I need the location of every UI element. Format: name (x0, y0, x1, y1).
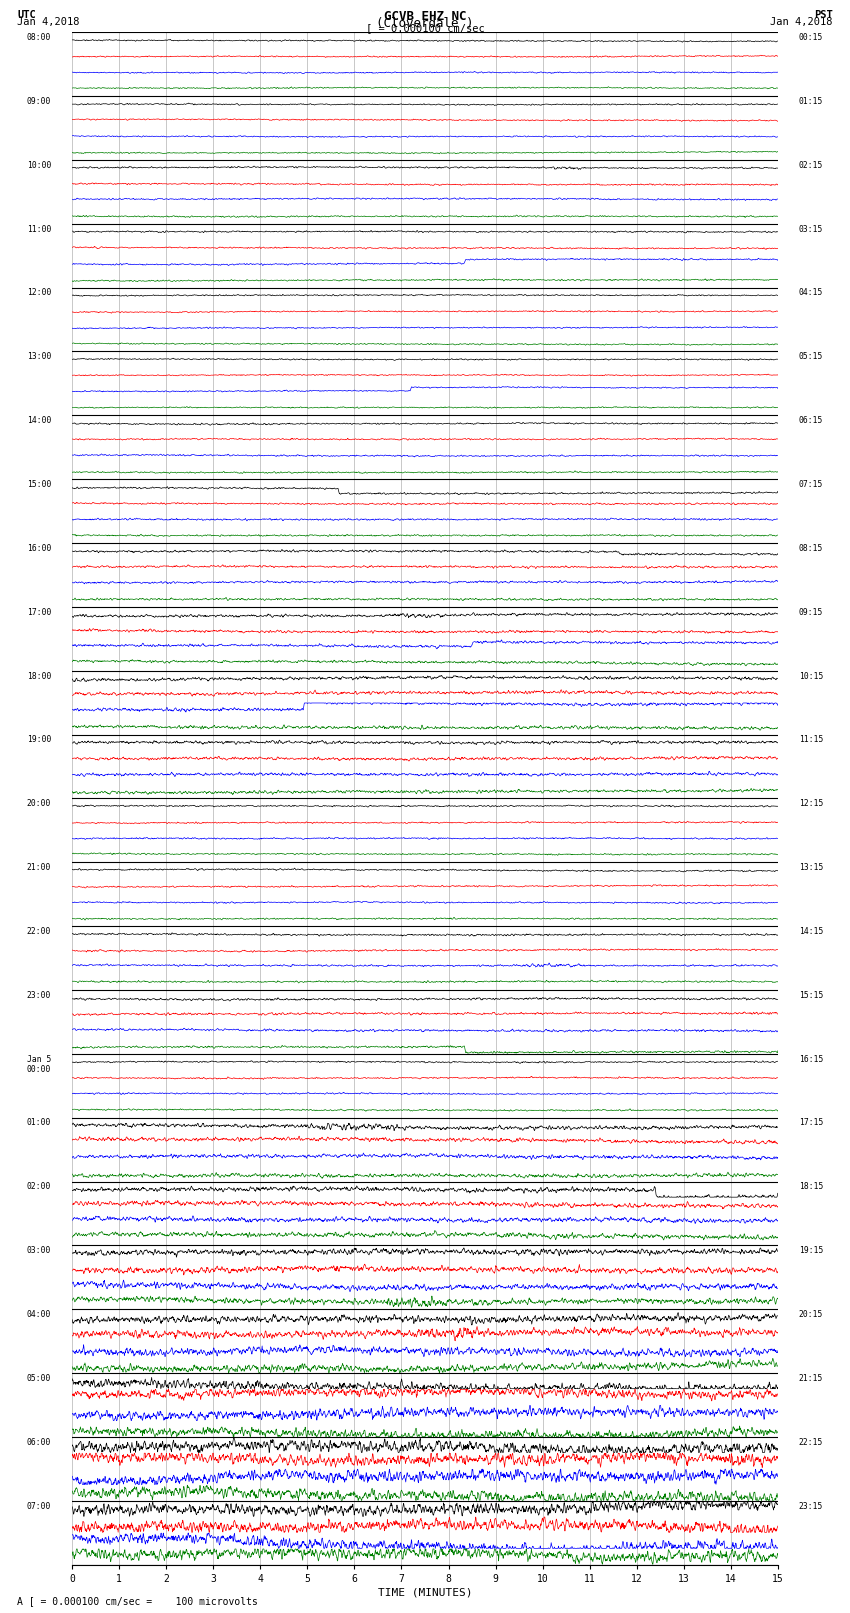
Text: 06:15: 06:15 (799, 416, 824, 426)
Text: 20:15: 20:15 (799, 1310, 824, 1319)
Text: 00:15: 00:15 (799, 32, 824, 42)
Text: 16:15: 16:15 (799, 1055, 824, 1063)
Text: GCVB EHZ NC: GCVB EHZ NC (383, 11, 467, 24)
Text: 21:15: 21:15 (799, 1374, 824, 1382)
Text: 07:00: 07:00 (26, 1502, 51, 1510)
Text: 22:00: 22:00 (26, 927, 51, 936)
Text: 05:15: 05:15 (799, 352, 824, 361)
Text: 06:00: 06:00 (26, 1437, 51, 1447)
Text: (Cloverdale ): (Cloverdale ) (377, 18, 473, 31)
Text: UTC: UTC (17, 11, 36, 21)
Text: 19:15: 19:15 (799, 1247, 824, 1255)
Text: 08:00: 08:00 (26, 32, 51, 42)
Text: 17:15: 17:15 (799, 1118, 824, 1127)
Text: 03:00: 03:00 (26, 1247, 51, 1255)
Text: 21:00: 21:00 (26, 863, 51, 873)
Text: 11:00: 11:00 (26, 224, 51, 234)
Text: 13:00: 13:00 (26, 352, 51, 361)
Text: 17:00: 17:00 (26, 608, 51, 616)
Text: 05:00: 05:00 (26, 1374, 51, 1382)
Text: 23:00: 23:00 (26, 990, 51, 1000)
Text: 16:00: 16:00 (26, 544, 51, 553)
Text: 02:00: 02:00 (26, 1182, 51, 1192)
Text: 15:15: 15:15 (799, 990, 824, 1000)
Text: 14:00: 14:00 (26, 416, 51, 426)
X-axis label: TIME (MINUTES): TIME (MINUTES) (377, 1587, 473, 1598)
Text: [ = 0.000100 cm/sec: [ = 0.000100 cm/sec (366, 23, 484, 32)
Text: 08:15: 08:15 (799, 544, 824, 553)
Text: 04:15: 04:15 (799, 289, 824, 297)
Text: Jan 5
00:00: Jan 5 00:00 (26, 1055, 51, 1074)
Text: Jan 4,2018: Jan 4,2018 (17, 18, 80, 27)
Text: PST: PST (814, 11, 833, 21)
Text: 01:00: 01:00 (26, 1118, 51, 1127)
Text: 14:15: 14:15 (799, 927, 824, 936)
Text: A [ = 0.000100 cm/sec =    100 microvolts: A [ = 0.000100 cm/sec = 100 microvolts (17, 1597, 258, 1607)
Text: 03:15: 03:15 (799, 224, 824, 234)
Text: 10:15: 10:15 (799, 671, 824, 681)
Text: 09:00: 09:00 (26, 97, 51, 106)
Text: 18:00: 18:00 (26, 671, 51, 681)
Text: 12:00: 12:00 (26, 289, 51, 297)
Text: 01:15: 01:15 (799, 97, 824, 106)
Text: Jan 4,2018: Jan 4,2018 (770, 18, 833, 27)
Text: 04:00: 04:00 (26, 1310, 51, 1319)
Text: 07:15: 07:15 (799, 481, 824, 489)
Text: 23:15: 23:15 (799, 1502, 824, 1510)
Text: 09:15: 09:15 (799, 608, 824, 616)
Text: 20:00: 20:00 (26, 798, 51, 808)
Text: 15:00: 15:00 (26, 481, 51, 489)
Text: 19:00: 19:00 (26, 736, 51, 744)
Text: 10:00: 10:00 (26, 161, 51, 169)
Text: 12:15: 12:15 (799, 798, 824, 808)
Text: 11:15: 11:15 (799, 736, 824, 744)
Text: 18:15: 18:15 (799, 1182, 824, 1192)
Text: 22:15: 22:15 (799, 1437, 824, 1447)
Text: 13:15: 13:15 (799, 863, 824, 873)
Text: 02:15: 02:15 (799, 161, 824, 169)
